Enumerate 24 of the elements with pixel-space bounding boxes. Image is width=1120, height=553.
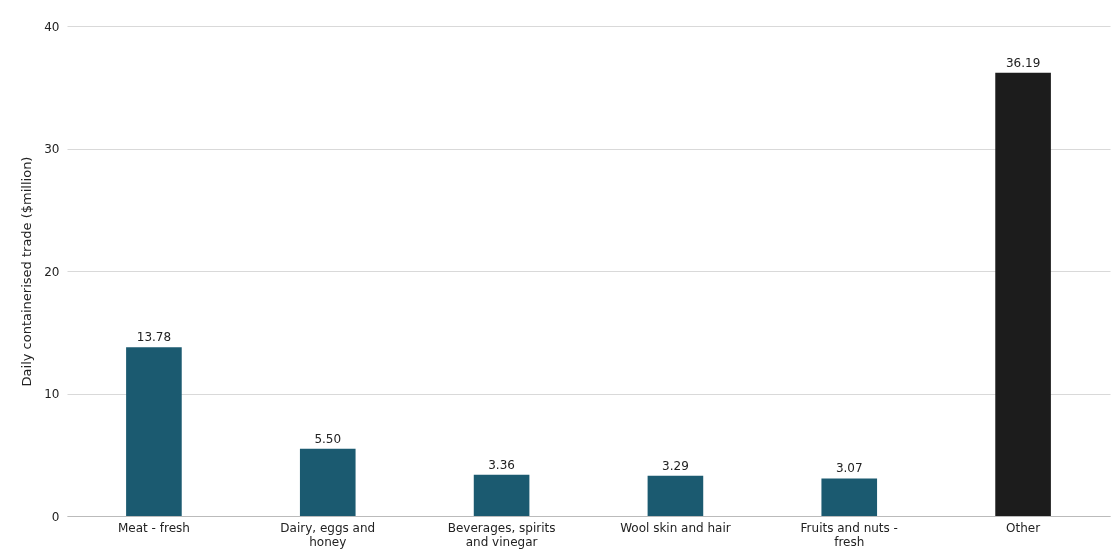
data-label: 13.78	[136, 330, 172, 345]
bar	[126, 347, 182, 516]
x-tick-label: Beverages, spirits and vinegar	[447, 520, 556, 549]
x-tick-label: Meat - fresh	[117, 520, 190, 535]
x-tick-label: Dairy, eggs and honey	[280, 520, 376, 549]
y-axis-title: Daily containerised trade ($million)	[19, 156, 35, 387]
bar	[473, 474, 530, 516]
y-tick-label: 40	[44, 19, 60, 34]
data-label: 5.50	[314, 431, 342, 446]
bar	[995, 72, 1051, 516]
x-tick-label: Wool skin and hair	[620, 520, 731, 535]
bar	[647, 475, 704, 516]
y-tick-label: 10	[44, 387, 60, 401]
x-tick-label: Other	[1006, 520, 1041, 535]
y-tick-label: 0	[51, 509, 60, 524]
data-label: 3.36	[488, 457, 515, 472]
y-tick-label: 20	[44, 264, 60, 279]
y-tick-label: 30	[44, 142, 60, 156]
bar	[821, 478, 878, 516]
bar	[299, 448, 356, 516]
data-label: 3.29	[662, 458, 689, 473]
x-tick-label: Fruits and nuts - fresh	[800, 520, 898, 549]
data-label: 36.19	[1005, 55, 1041, 70]
data-label: 3.07	[835, 461, 863, 476]
